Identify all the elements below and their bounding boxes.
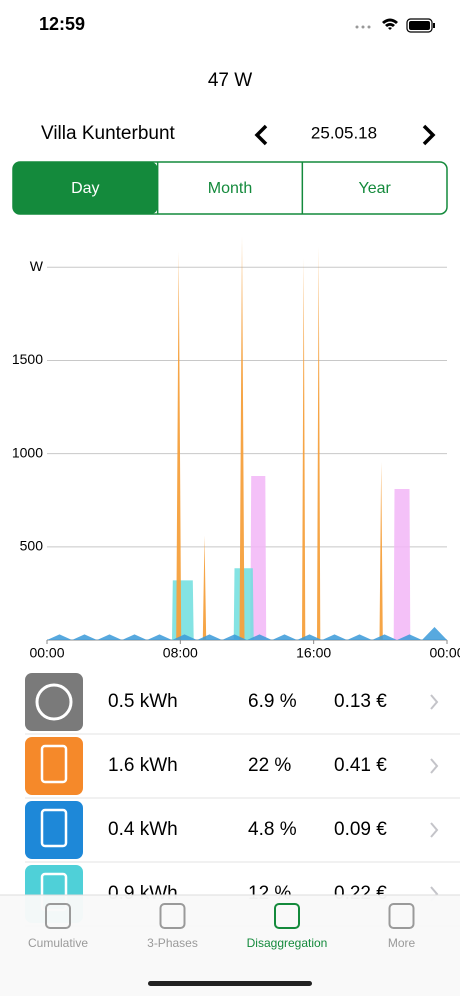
tab-icon: [274, 903, 300, 929]
energy: 0.5 kWh: [108, 691, 178, 712]
segment-active: [13, 162, 158, 214]
tab-icon: [45, 903, 71, 929]
icon-glyph: [40, 808, 68, 848]
series-area: [172, 568, 254, 640]
segment[interactable]: Day: [71, 180, 99, 197]
device-icon: [25, 801, 83, 859]
x-tick-label: 08:00: [163, 645, 198, 661]
chevron[interactable]: [430, 694, 439, 710]
home-indicator: [148, 981, 312, 986]
x-tick-label: 00:00: [29, 645, 64, 661]
share: 6.9 %: [248, 691, 297, 712]
share: 4.8 %: [248, 819, 297, 840]
tab-label[interactable]: 3-Phases: [147, 936, 198, 950]
tab-label[interactable]: Cumulative: [28, 936, 88, 950]
energy: 0.4 kWh: [108, 819, 178, 840]
x-tick-label: 00:00: [429, 645, 460, 661]
series-area: [47, 627, 447, 640]
tab-label[interactable]: More: [388, 936, 416, 950]
cost: 0.41 €: [334, 755, 387, 776]
current-power: 47 W: [208, 70, 252, 91]
status-icons: [355, 18, 435, 33]
series-area: [250, 476, 411, 640]
tab-icon: [159, 903, 186, 929]
icon-glyph: [35, 683, 73, 721]
location: Villa Kunterbunt: [41, 123, 176, 144]
y-tick-label: 1500: [12, 351, 43, 367]
tab-bar: [0, 895, 460, 996]
y-tick-label: 500: [20, 538, 44, 554]
share: 22 %: [248, 755, 291, 776]
segment[interactable]: Year: [359, 180, 392, 197]
series-area: [176, 236, 383, 640]
prev-day[interactable]: [254, 124, 268, 146]
tab-icon: [388, 903, 415, 929]
clock: 12:59: [39, 14, 85, 34]
cost: 0.09 €: [334, 819, 387, 840]
device-icon: [25, 737, 83, 795]
energy: 1.6 kWh: [108, 755, 178, 776]
x-tick-label: 16:00: [296, 645, 331, 661]
y-tick-label: W: [30, 258, 44, 274]
chevron[interactable]: [430, 758, 439, 774]
tab-label[interactable]: Disaggregation: [247, 936, 328, 950]
device-icon: [25, 673, 83, 731]
cost: 0.13 €: [334, 691, 387, 712]
y-tick-label: 1000: [12, 444, 43, 460]
date: 25.05.18: [311, 123, 377, 142]
segment[interactable]: Month: [208, 180, 252, 197]
chevron[interactable]: [430, 822, 439, 838]
next-day[interactable]: [422, 124, 436, 146]
icon-glyph: [40, 744, 68, 784]
